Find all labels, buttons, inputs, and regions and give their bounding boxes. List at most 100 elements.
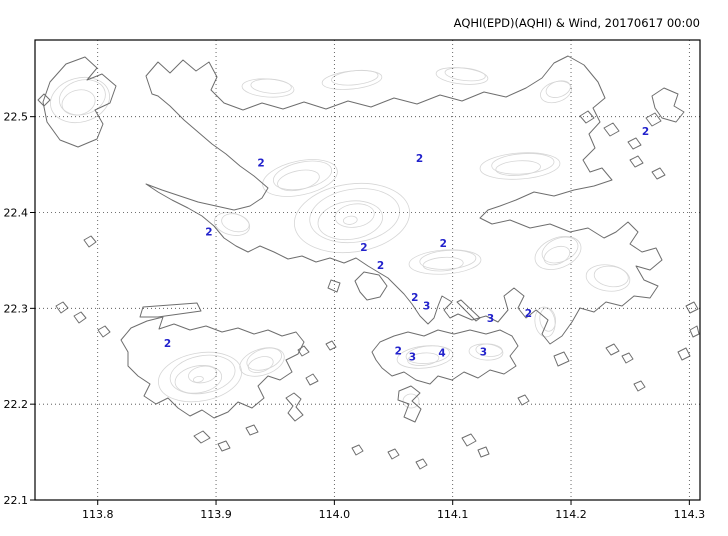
aqhi-station-value: 2 xyxy=(416,153,423,165)
island xyxy=(83,235,97,248)
aqhi-station-value: 2 xyxy=(642,126,649,138)
terrain-contour-ring xyxy=(50,76,110,124)
island xyxy=(685,301,699,314)
island xyxy=(55,301,69,314)
aqhi-station-value: 2 xyxy=(411,292,418,304)
terrain-contour-ring xyxy=(334,203,375,228)
airport-island xyxy=(139,302,202,318)
island xyxy=(245,424,259,436)
y-tick-label: 22.1 xyxy=(4,494,29,507)
island xyxy=(651,167,666,180)
aqhi-station-value: 2 xyxy=(377,260,384,272)
terrain-contour-ring xyxy=(169,354,236,395)
terrain-contour-ring xyxy=(543,245,571,266)
x-tick-label: 114.3 xyxy=(674,508,706,521)
terrain-contour-ring xyxy=(534,306,556,338)
island xyxy=(629,155,644,168)
aqhi-station-value: 2 xyxy=(440,238,447,250)
island xyxy=(633,380,646,392)
mainland-coastline xyxy=(145,55,663,345)
aqhi-station-value: 2 xyxy=(360,242,367,254)
cheung-chau-island xyxy=(285,392,304,422)
island xyxy=(297,345,310,357)
grid-lines xyxy=(30,40,700,505)
terrain-contour-ring xyxy=(444,67,486,82)
aqhi-station-value: 2 xyxy=(257,158,264,170)
island xyxy=(351,444,364,456)
axis-tick-labels: 113.8 113.9 114.0 114.1 114.2 114.322.522.422… xyxy=(4,111,706,521)
terrain-contour-ring xyxy=(585,264,631,292)
island xyxy=(305,373,319,386)
terrain-contour-ring xyxy=(479,152,561,180)
lamma-island xyxy=(397,385,422,423)
island xyxy=(677,347,691,361)
terrain-contour-ring xyxy=(277,169,320,192)
terrain-contour-ring xyxy=(331,69,379,86)
terrain-contour-ring xyxy=(246,347,282,371)
terrain-contour-ring xyxy=(419,249,477,270)
terrain-contour-ring xyxy=(342,215,358,225)
island xyxy=(387,448,400,460)
aqhi-station-value: 2 xyxy=(205,227,212,239)
terrain-contour-ring xyxy=(396,345,454,369)
island xyxy=(97,325,111,338)
terrain-contour-ring xyxy=(475,343,503,357)
terrain-contour-ring xyxy=(213,212,251,236)
island xyxy=(327,279,341,293)
terrain-contour-ring xyxy=(405,345,450,364)
terrain-contour-ring xyxy=(239,347,285,377)
terrain-contour-ring xyxy=(422,256,464,272)
aqhi-station-value: 3 xyxy=(480,346,487,358)
terrain-contour-ring xyxy=(407,352,440,366)
tsing-yi-island xyxy=(354,271,388,301)
island xyxy=(621,352,634,364)
aqhi-station-value: 2 xyxy=(525,308,532,320)
island xyxy=(689,325,700,338)
terrain-contour-ring xyxy=(247,356,274,373)
terrain-contour-ring xyxy=(495,160,541,176)
terrain-contour-ring xyxy=(241,78,295,98)
terrain-contour-ring xyxy=(408,249,482,275)
island xyxy=(217,440,231,452)
island xyxy=(627,137,642,150)
island xyxy=(605,343,620,356)
island xyxy=(415,458,428,470)
x-tick-label: 114.2 xyxy=(555,508,587,521)
terrain-contour-ring xyxy=(402,393,420,409)
y-tick-label: 22.5 xyxy=(4,111,29,124)
terrain-contour-ring xyxy=(540,80,572,104)
aqhi-station-value: 3 xyxy=(423,300,430,312)
x-tick-label: 113.8 xyxy=(82,508,114,521)
terrain-contour-ring xyxy=(539,307,556,332)
aqhi-station-value: 3 xyxy=(487,313,494,325)
plot-border xyxy=(34,39,701,501)
terrain-contours xyxy=(50,67,631,409)
island xyxy=(193,430,211,444)
shekou-peninsula xyxy=(42,56,117,148)
terrain-contour-ring xyxy=(534,236,582,270)
island xyxy=(325,340,337,351)
terrain-contour-ring xyxy=(174,365,223,394)
x-tick-label: 113.9 xyxy=(200,508,232,521)
terrain-contour-ring xyxy=(250,78,292,94)
aqhi-station-value: 4 xyxy=(438,347,445,359)
island xyxy=(477,446,490,458)
terrain-contour-ring xyxy=(293,182,411,254)
aqhi-station-value: 2 xyxy=(164,338,171,350)
kai-tak-runway-line xyxy=(456,299,481,322)
coastlines xyxy=(37,55,700,470)
terrain-contour-ring xyxy=(541,236,579,264)
x-tick-label: 114.0 xyxy=(319,508,351,521)
island xyxy=(461,433,477,447)
y-tick-label: 22.4 xyxy=(4,207,29,220)
island xyxy=(651,87,685,123)
island xyxy=(645,112,662,127)
y-tick-label: 22.3 xyxy=(4,302,29,315)
terrain-contour-ring xyxy=(545,80,571,98)
terrain-contour-ring xyxy=(158,351,242,403)
terrain-contour-ring xyxy=(221,213,250,233)
x-tick-label: 114.1 xyxy=(437,508,469,521)
terrain-contour-ring xyxy=(61,89,96,116)
